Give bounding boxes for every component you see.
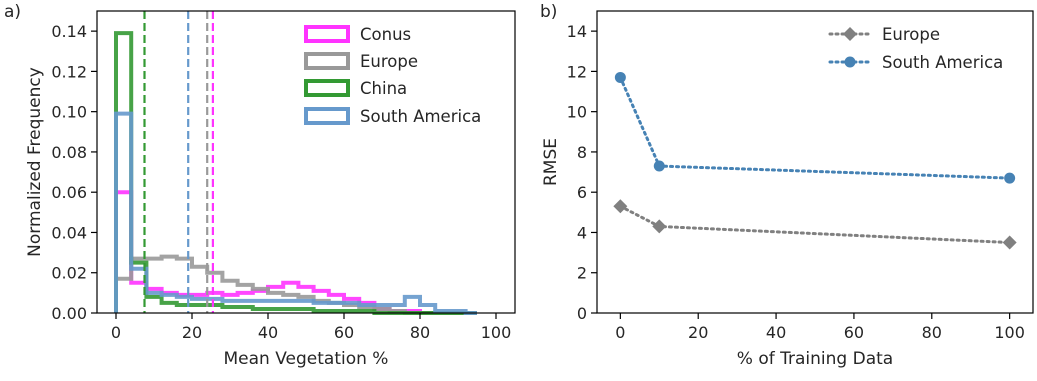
a-ytick-label: 0.10: [51, 103, 87, 122]
point-south-america: [653, 160, 665, 172]
panel-b-ylabel: RMSE: [541, 138, 561, 186]
b-ytick-label: 0: [577, 304, 587, 323]
a-ytick-label: 0.12: [51, 62, 87, 81]
point-europe: [613, 199, 628, 214]
b-ytick-label: 14: [567, 22, 587, 41]
a-xtick-label: 80: [410, 323, 430, 342]
panel-b: b) 0 20 40 60 80 100 0 2 4 6 8 10 12 14 % of Training…: [540, 2, 1034, 369]
a-xtick-label: 100: [481, 323, 512, 342]
legend-a-swatch-0: [304, 25, 350, 43]
b-xtick-label: 20: [688, 323, 708, 342]
point-south-america: [1004, 172, 1016, 184]
a-xtick-label: 0: [111, 323, 121, 342]
hist-step-south-america: [114, 111, 477, 315]
panel-a-ticks: 0 20 40 60 80 100 0.00 0.02 0.04 0.06 0.08 0.10 0.12…: [51, 22, 511, 342]
a-ytick-label: 0.14: [51, 22, 87, 41]
legend-b-marker-1: [844, 56, 856, 68]
a-xtick-label: 60: [334, 323, 354, 342]
legend-a-label-3: South America: [360, 107, 481, 126]
legend-a-swatch-2: [304, 79, 350, 97]
panel-a-legend: Conus Europe China South America: [304, 25, 481, 126]
point-europe: [1002, 235, 1017, 250]
legend-b-label-0: Europe: [882, 25, 940, 44]
hist-step-china: [114, 31, 477, 315]
b-xtick-label: 40: [766, 323, 786, 342]
b-ytick-label: 8: [577, 143, 587, 162]
b-ytick-label: 6: [577, 183, 587, 202]
panel-a-axes-frame: [96, 10, 516, 314]
b-xtick-label: 0: [615, 323, 625, 342]
b-ytick-label: 2: [577, 264, 587, 283]
a-xtick-label: 20: [182, 323, 202, 342]
a-ytick-label: 0.00: [51, 304, 87, 323]
b-xtick-label: 80: [922, 323, 942, 342]
panel-b-plot-area: [613, 71, 1017, 250]
legend-a-label-2: China: [360, 79, 407, 98]
a-ytick-label: 0.06: [51, 183, 87, 202]
legend-a-swatch-1: [304, 52, 350, 70]
legend-a-label-0: Conus: [360, 25, 411, 44]
panel-b-xlabel: % of Training Data: [737, 349, 893, 369]
panel-b-ticks: 0 20 40 60 80 100 0 2 4 6 8 10 12 14: [567, 22, 1025, 342]
b-xtick-label: 100: [994, 323, 1025, 342]
panel-a-plot-area: [114, 11, 477, 315]
a-ytick-label: 0.04: [51, 223, 87, 242]
panel-a: a) 0 20 40 60 80 1000.000.020.040.060.080.100…: [4, 2, 516, 369]
legend-a-label-1: Europe: [360, 52, 418, 71]
panel-a-xlabel: Mean Vegetation %: [224, 349, 389, 369]
series-line-south-america: [618, 75, 1012, 180]
panel-b-axes-frame: [596, 10, 1034, 314]
point-europe: [652, 219, 667, 234]
b-ytick-label: 4: [577, 223, 587, 242]
a-ytick-label: 0.08: [51, 143, 87, 162]
panel-a-ylabel: Normalized Frequency: [25, 67, 45, 257]
panel-b-legend: Europe South America: [828, 25, 1003, 72]
panel-b-label: b): [540, 2, 557, 22]
hist-step-europe: [114, 254, 477, 315]
b-xtick-label: 60: [844, 323, 864, 342]
series-line-europe: [618, 204, 1012, 245]
panel-a-label: a): [4, 2, 21, 22]
b-ytick-label: 10: [567, 103, 587, 122]
a-xtick-label: 40: [258, 323, 278, 342]
b-ytick-label: 12: [567, 62, 587, 81]
legend-b-marker-0: [843, 27, 857, 41]
legend-a-swatch-3: [304, 107, 350, 125]
a-ytick-label: 0.02: [51, 264, 87, 283]
point-south-america: [614, 71, 626, 83]
legend-b-label-1: South America: [882, 53, 1003, 72]
